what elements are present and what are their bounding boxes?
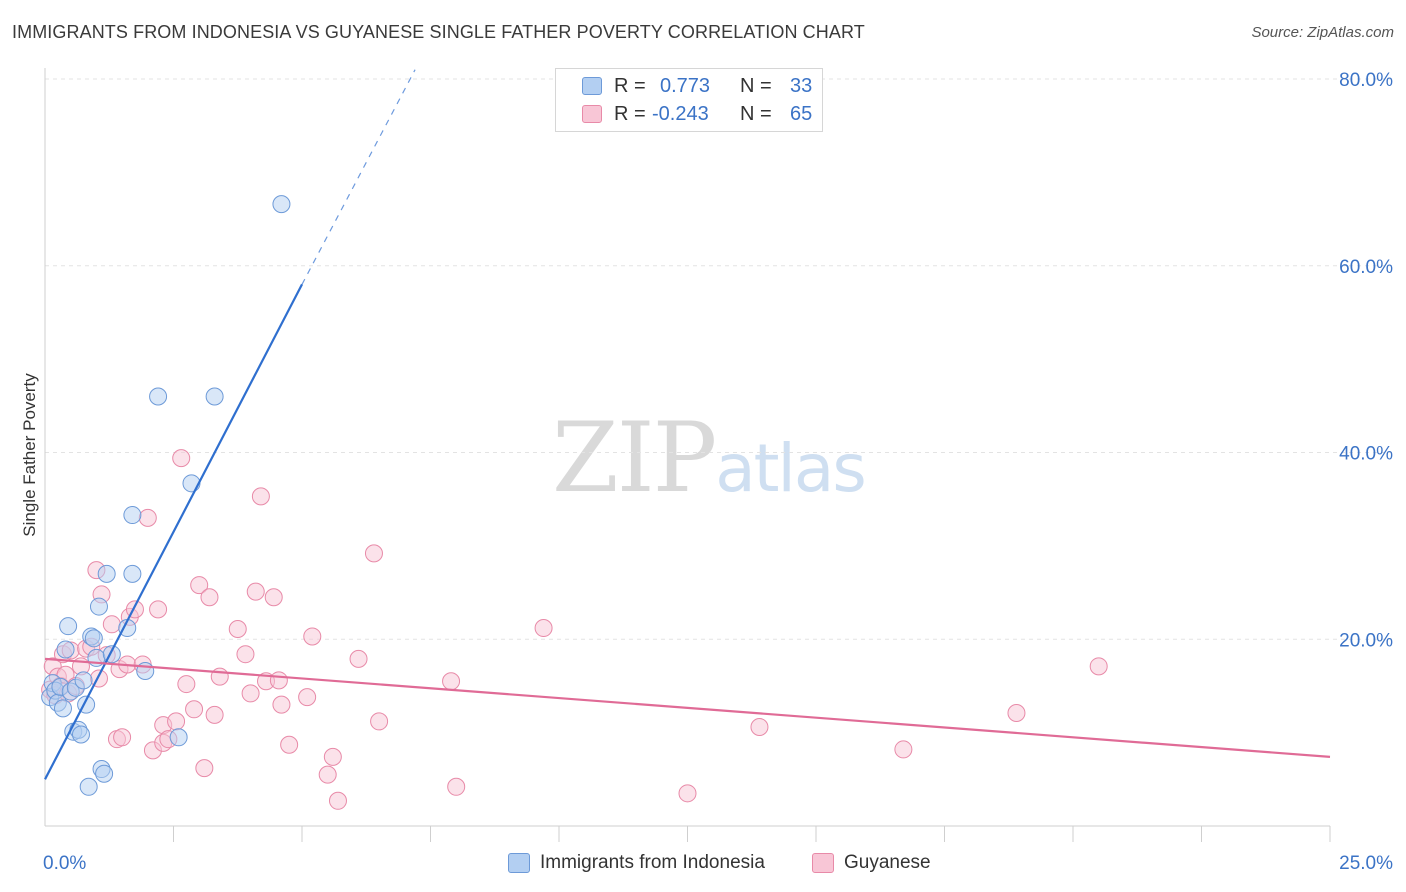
- guyanese-point: [269, 671, 288, 690]
- guyanese-point: [318, 765, 337, 784]
- guyanese-point: [272, 695, 291, 714]
- guyanese-point: [328, 791, 347, 810]
- guyanese-point: [534, 619, 553, 638]
- y-tick-label: 40.0%: [1339, 444, 1393, 465]
- indonesia-point: [74, 671, 93, 690]
- indonesia-point: [149, 387, 168, 406]
- legend-item-indonesia[interactable]: Immigrants from Indonesia: [508, 852, 765, 874]
- indonesia-point: [79, 777, 98, 796]
- x-tick-label-min: 0.0%: [43, 853, 86, 874]
- y-tick-label: 80.0%: [1339, 70, 1393, 91]
- guyanese-trend-line: [44, 657, 1331, 758]
- y-axis-title: Single Father Poverty: [20, 373, 39, 537]
- guyanese-point: [190, 576, 209, 595]
- stats-legend: R = 0.773 N = 33 R = -0.243 N = 65: [555, 68, 823, 132]
- legend-label-indonesia: Immigrants from Indonesia: [540, 852, 765, 873]
- guyanese-point: [138, 508, 157, 527]
- legend-n-value: 33: [790, 74, 813, 97]
- guyanese-point: [349, 649, 368, 668]
- y-tick-label: 20.0%: [1339, 630, 1393, 651]
- legend-r-label: R =: [614, 74, 646, 97]
- indonesia-trend-line: [44, 283, 303, 780]
- source-label: Source: ZipAtlas.com: [1251, 24, 1394, 41]
- guyanese-point: [894, 740, 913, 759]
- axis-labels: 20.0% 40.0% 60.0% 80.0% 0.0% 25.0% Single Fath…: [20, 70, 1393, 874]
- guyanese-point: [241, 684, 260, 703]
- indonesia-point: [53, 699, 72, 718]
- guyanese-point: [303, 627, 322, 646]
- guyanese-point: [102, 615, 121, 634]
- indonesia-point: [205, 387, 224, 406]
- legend-r-value: 0.773: [660, 74, 711, 97]
- indonesia-point: [97, 564, 116, 583]
- legend-swatch-blue: [582, 77, 602, 95]
- guyanese-point: [89, 669, 108, 688]
- guyanese-point: [167, 712, 186, 731]
- indonesia-point: [84, 629, 103, 648]
- guyanese-point: [172, 449, 191, 468]
- legend-n-label: N =: [740, 102, 772, 125]
- legend-n-label: N =: [740, 74, 772, 97]
- guyanese-point: [370, 712, 389, 731]
- guyanese-point: [177, 675, 196, 694]
- guyanese-point: [149, 600, 168, 619]
- legend-n-value: 65: [790, 102, 813, 125]
- legend-r-value: -0.243: [652, 102, 709, 125]
- indonesia-point: [71, 725, 90, 744]
- indonesia-point: [123, 564, 142, 583]
- guyanese-point: [264, 588, 283, 607]
- y-tick-label: 60.0%: [1339, 257, 1393, 278]
- legend-row-indonesia: R = 0.773 N = 33: [582, 74, 812, 98]
- guyanese-point: [228, 619, 247, 638]
- legend-label-guyanese: Guyanese: [844, 852, 931, 873]
- guyanese-point: [298, 688, 317, 707]
- indonesia-point: [182, 474, 201, 493]
- guyanese-point: [678, 784, 697, 803]
- indonesia-point: [89, 597, 108, 616]
- guyanese-point: [280, 735, 299, 754]
- gridlines: [45, 78, 1392, 640]
- guyanese-point: [447, 777, 466, 796]
- legend-swatch-pink: [582, 105, 602, 123]
- legend-item-guyanese[interactable]: Guyanese: [812, 852, 931, 874]
- guyanese-point: [1089, 657, 1108, 676]
- chart-title: IMMIGRANTS FROM INDONESIA VS GUYANESE SI…: [12, 22, 865, 42]
- guyanese-point: [246, 582, 265, 601]
- guyanese-point: [251, 487, 270, 506]
- indonesia-point: [272, 195, 291, 214]
- indonesia-points: [41, 195, 291, 796]
- legend-row-guyanese: R = -0.243 N = 65: [582, 102, 812, 126]
- legend-r-label: R =: [614, 102, 646, 125]
- axes: [44, 68, 1331, 842]
- guyanese-point: [442, 672, 461, 691]
- guyanese-point: [195, 759, 214, 778]
- guyanese-point: [200, 588, 219, 607]
- guyanese-point: [364, 544, 383, 563]
- indonesia-point: [123, 506, 142, 525]
- indonesia-point: [56, 640, 75, 659]
- guyanese-point: [1007, 704, 1026, 723]
- guyanese-point: [113, 728, 132, 747]
- legend-swatch-pink: [812, 853, 834, 873]
- indonesia-point: [169, 728, 188, 747]
- guyanese-point: [323, 747, 342, 766]
- indonesia-point: [95, 764, 114, 783]
- guyanese-point: [750, 718, 769, 737]
- trend-lines: [44, 69, 1331, 780]
- indonesia-point: [59, 617, 78, 636]
- x-tick-label-max: 25.0%: [1339, 853, 1393, 874]
- guyanese-points: [41, 449, 1108, 810]
- indonesia-trend-extension: [301, 69, 416, 285]
- guyanese-point: [236, 645, 255, 664]
- guyanese-point: [205, 705, 224, 724]
- guyanese-point: [185, 700, 204, 719]
- legend-swatch-blue: [508, 853, 530, 873]
